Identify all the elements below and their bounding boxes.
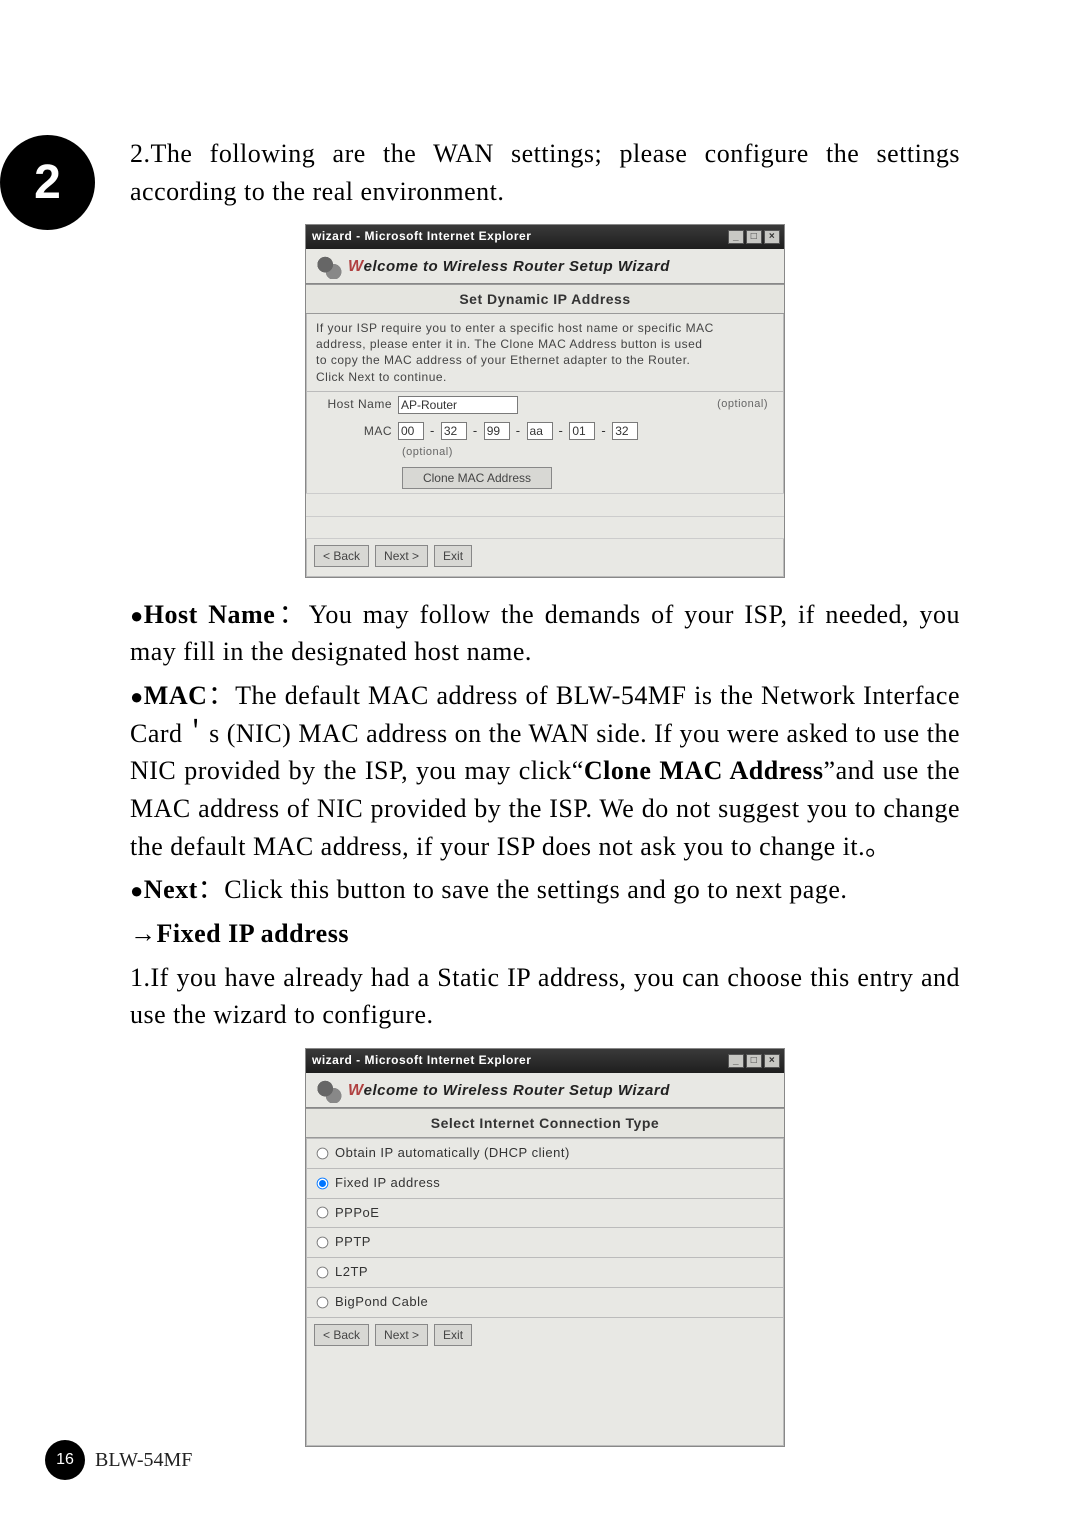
window-bottom-spacer [306, 1356, 784, 1446]
radio-input[interactable] [317, 1267, 329, 1279]
wizard-heading-initial: W [348, 258, 364, 275]
radio-fixed-ip[interactable]: Fixed IP address [306, 1168, 784, 1198]
desc-line: to copy the MAC address of your Ethernet… [316, 352, 774, 368]
minimize-icon[interactable]: _ [728, 1054, 744, 1068]
close-icon[interactable]: × [764, 1054, 780, 1068]
wizard-logo-icon [314, 1079, 342, 1103]
mac-label: MAC [316, 423, 392, 440]
radio-input[interactable] [317, 1297, 329, 1309]
host-name-label: Host Name [316, 396, 392, 413]
radio-input[interactable] [317, 1237, 329, 1249]
mac-input-1[interactable] [398, 422, 424, 440]
bullet-icon: ● [130, 600, 144, 632]
bullet-label: Host Name [144, 600, 275, 629]
model-label: BLW-54MF [95, 1449, 192, 1472]
empty-rows [306, 493, 784, 539]
chapter-number-badge: 2 [0, 135, 95, 230]
maximize-icon[interactable]: □ [746, 230, 762, 244]
window-titlebar: wizard - Microsoft Internet Explorer _ □… [306, 225, 784, 248]
wizard-description: If your ISP require you to enter a speci… [306, 314, 784, 391]
radio-label: Obtain IP automatically (DHCP client) [335, 1144, 570, 1163]
mac-input-5[interactable] [569, 422, 595, 440]
wizard-heading-initial: W [348, 1082, 364, 1099]
bullet-next: ●Next：Click this button to save the sett… [130, 871, 960, 909]
mac-input-6[interactable] [612, 422, 638, 440]
fixed-ip-paragraph: 1.If you have already had a Static IP ad… [130, 959, 960, 1034]
clone-mac-bold: Clone MAC Address [584, 756, 824, 785]
wizard-heading: Welcome to Wireless Router Setup Wizard [306, 1073, 784, 1108]
minimize-icon[interactable]: _ [728, 230, 744, 244]
exit-button[interactable]: Exit [434, 545, 472, 567]
mac-row: MAC - - - - - [306, 418, 784, 445]
wizard-window-dynamic-ip: wizard - Microsoft Internet Explorer _ □… [305, 224, 785, 577]
bullet-host-name: ●Host Name：You may follow the demands of… [130, 596, 960, 671]
bullet-label: Next [144, 875, 198, 904]
back-button[interactable]: < Back [314, 1324, 369, 1346]
radio-label: Fixed IP address [335, 1174, 440, 1193]
radio-input[interactable] [317, 1177, 329, 1189]
wizard-nav-row: < Back Next > Exit [306, 1317, 784, 1356]
wizard-window-connection-type: wizard - Microsoft Internet Explorer _ □… [305, 1048, 785, 1447]
radio-label: PPTP [335, 1233, 371, 1252]
desc-line: address, please enter it in. The Clone M… [316, 336, 774, 352]
page-content: 2.The following are the WAN settings; pl… [130, 135, 960, 1465]
bullet-icon: ● [130, 681, 144, 713]
radio-input[interactable] [317, 1207, 329, 1219]
host-name-row: Host Name (optional) [306, 391, 784, 418]
wizard-nav-row: < Back Next > Exit [306, 539, 784, 577]
wizard-logo-icon [314, 255, 342, 279]
radio-l2tp[interactable]: L2TP [306, 1257, 784, 1287]
exit-button[interactable]: Exit [434, 1324, 472, 1346]
wizard-heading-text: elcome to Wireless Router Setup Wizard [364, 1082, 670, 1099]
radio-pppoe[interactable]: PPPoE [306, 1198, 784, 1228]
next-button[interactable]: Next > [375, 545, 428, 567]
radio-label: PPPoE [335, 1204, 379, 1223]
close-icon[interactable]: × [764, 230, 780, 244]
page-number-badge: 16 [45, 1440, 85, 1480]
bullet-mac: ●MAC：The default MAC address of BLW-54MF… [130, 677, 960, 865]
radio-label: BigPond Cable [335, 1293, 428, 1312]
window-control-icons: _ □ × [728, 1054, 780, 1068]
mac-input-4[interactable] [527, 422, 553, 440]
window-control-icons: _ □ × [728, 230, 780, 244]
mac-input-2[interactable] [441, 422, 467, 440]
fixed-ip-heading: →Fixed IP address [130, 915, 960, 953]
wizard-heading: Welcome to Wireless Router Setup Wizard [306, 249, 784, 284]
window-titlebar: wizard - Microsoft Internet Explorer _ □… [306, 1049, 784, 1072]
clone-mac-button[interactable]: Clone MAC Address [402, 467, 552, 489]
radio-bigpond[interactable]: BigPond Cable [306, 1287, 784, 1317]
bullet-icon: ● [130, 875, 144, 907]
host-name-input[interactable] [398, 396, 518, 414]
maximize-icon[interactable]: □ [746, 1054, 762, 1068]
wizard-heading-text: elcome to Wireless Router Setup Wizard [364, 258, 670, 275]
mac-input-3[interactable] [484, 422, 510, 440]
back-button[interactable]: < Back [314, 545, 369, 567]
bullet-label: MAC [144, 681, 208, 710]
desc-line: Click Next to continue. [316, 369, 774, 385]
radio-label: L2TP [335, 1263, 368, 1282]
mac-optional-label: (optional) [306, 445, 784, 463]
window-title: wizard - Microsoft Internet Explorer [312, 1052, 531, 1069]
desc-line: If your ISP require you to enter a speci… [316, 320, 774, 336]
intro-paragraph: 2.The following are the WAN settings; pl… [130, 135, 960, 210]
next-button[interactable]: Next > [375, 1324, 428, 1346]
optional-label: (optional) [717, 397, 768, 413]
wizard-section-heading: Set Dynamic IP Address [306, 284, 784, 314]
page-footer: 16 BLW-54MF [45, 1440, 192, 1480]
wizard-section-heading: Select Internet Connection Type [306, 1108, 784, 1138]
radio-input[interactable] [317, 1147, 329, 1159]
radio-pptp[interactable]: PPTP [306, 1227, 784, 1257]
radio-dhcp[interactable]: Obtain IP automatically (DHCP client) [306, 1138, 784, 1168]
bullet-text: ：Click this button to save the settings … [198, 875, 848, 904]
window-title: wizard - Microsoft Internet Explorer [312, 228, 531, 245]
